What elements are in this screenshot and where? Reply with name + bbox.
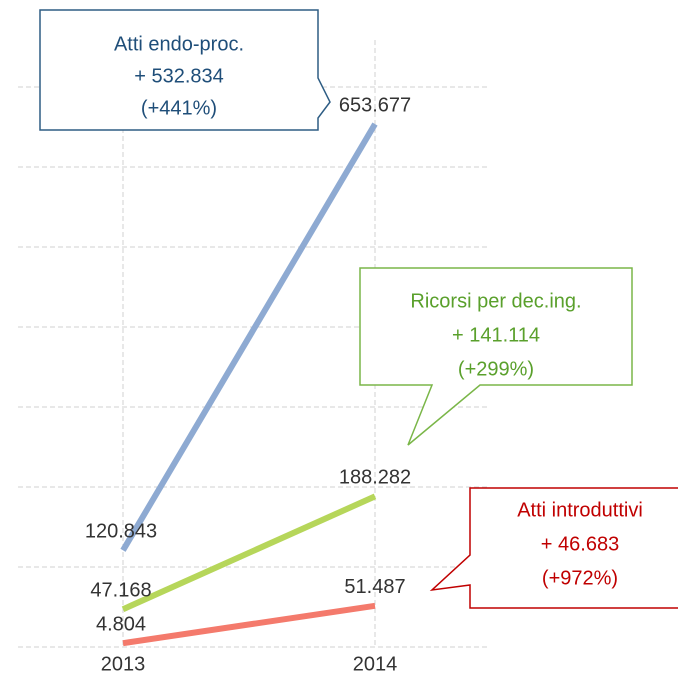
callout-text: + 532.834 <box>134 65 224 87</box>
callout-text: (+441%) <box>141 97 217 119</box>
callout-text: (+299%) <box>458 358 534 380</box>
callout-text: Atti introduttivi <box>517 499 643 521</box>
callout-box <box>359 267 633 446</box>
data-label: 4.804 <box>96 613 146 635</box>
data-label: 47.168 <box>90 580 151 602</box>
data-label: 51.487 <box>344 576 405 598</box>
x-tick-label: 2013 <box>101 653 146 675</box>
series-line <box>122 602 376 647</box>
series-line <box>121 493 377 613</box>
callout-box <box>39 9 331 131</box>
x-tick-label: 2014 <box>353 653 398 675</box>
callout-box <box>429 487 678 609</box>
data-label: 188.282 <box>339 467 411 489</box>
series-line <box>120 122 378 552</box>
data-label: 653.677 <box>339 94 411 116</box>
data-label: 120.843 <box>85 521 157 543</box>
callout-text: Ricorsi per dec.ing. <box>410 290 581 312</box>
callout-text: (+972%) <box>542 567 618 589</box>
callout-text: + 46.683 <box>541 533 619 555</box>
callout-text: Atti endo-proc. <box>114 33 244 55</box>
callout-text: + 141.114 <box>452 324 540 346</box>
